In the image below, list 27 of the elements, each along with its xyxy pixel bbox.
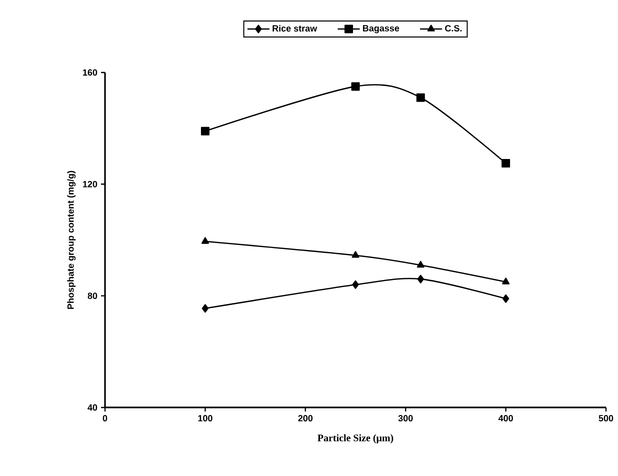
legend-label: C.S. — [445, 25, 462, 32]
x-tick-label: 100 — [198, 415, 212, 422]
point — [502, 278, 510, 284]
x-tick-label: 400 — [498, 415, 513, 422]
point — [416, 93, 425, 102]
y-axis-title: Phosphate group content (mg/g) — [67, 170, 76, 309]
point — [352, 280, 359, 289]
point — [201, 237, 209, 244]
point — [416, 260, 424, 268]
legend-label: Rice straw — [272, 24, 318, 32]
y-tick-label: 120 — [83, 180, 98, 188]
point — [502, 158, 510, 168]
x-tick-label: 300 — [398, 415, 413, 422]
point — [417, 274, 424, 284]
y-tick-label: 40 — [88, 404, 98, 411]
point — [202, 304, 209, 313]
point — [200, 126, 210, 136]
point — [502, 294, 510, 303]
legend-label: Bagasse — [362, 25, 400, 34]
point — [351, 82, 360, 91]
x-tick-label: 0 — [102, 415, 108, 422]
point — [352, 251, 360, 258]
y-tick-label: 80 — [88, 292, 98, 300]
x-tick-label: 200 — [298, 415, 313, 422]
y-tick-label: 160 — [83, 69, 98, 76]
x-axis-title: Particle Size (μm) — [318, 434, 394, 444]
x-tick-label: 500 — [598, 415, 614, 422]
